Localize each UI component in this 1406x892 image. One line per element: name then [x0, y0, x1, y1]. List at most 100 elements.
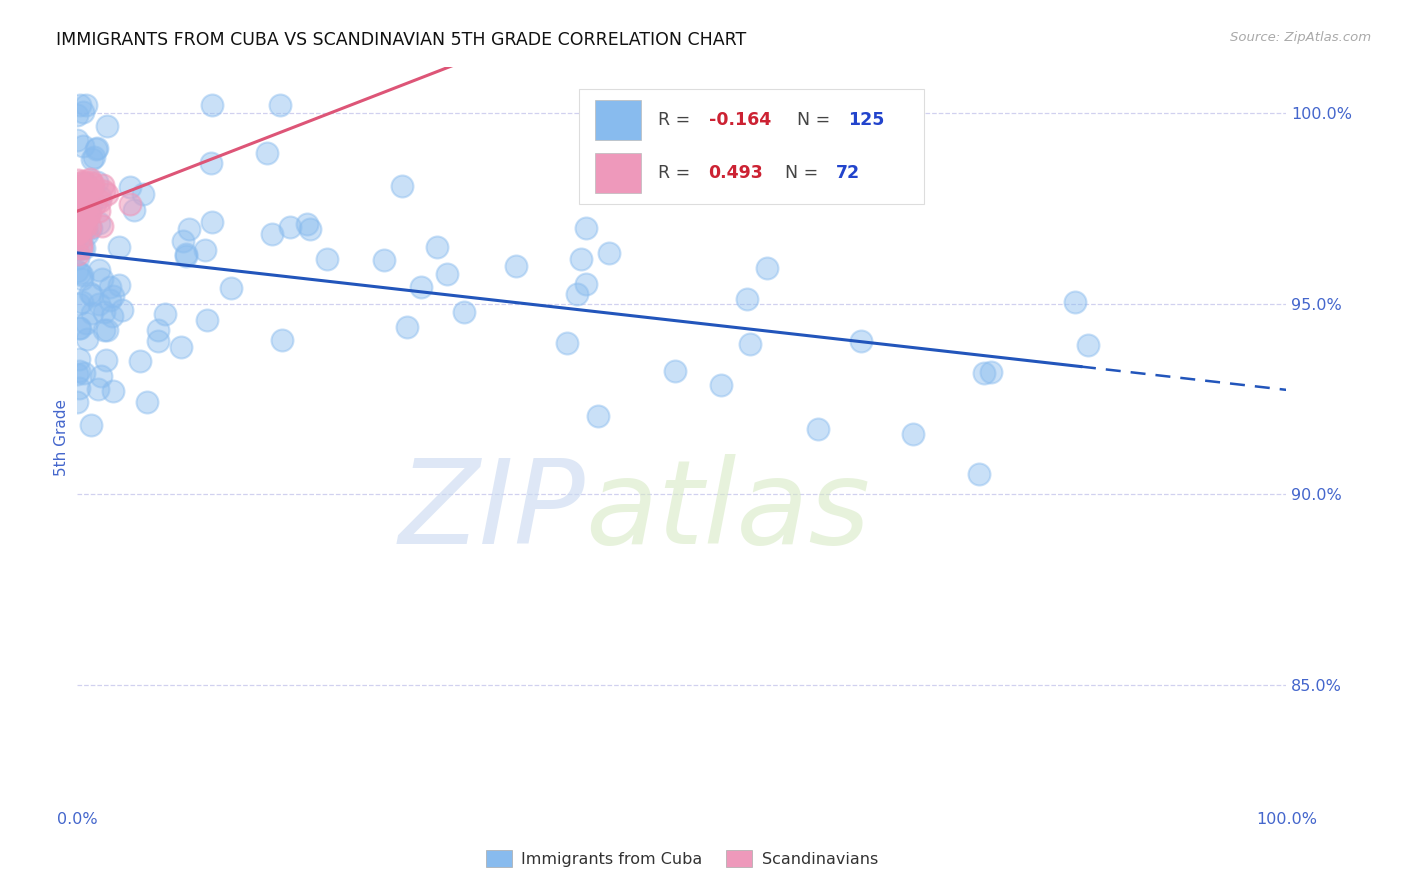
Point: [70, 206, 93, 220]
Point: [70, 241, 93, 255]
Point: [86, 141, 108, 155]
Point: [84, 142, 107, 156]
Point: [555, 335, 578, 350]
Point: [70, 192, 93, 206]
Point: [70, 205, 93, 219]
Point: [70, 190, 93, 204]
Point: [270, 333, 292, 347]
Text: R =: R =: [658, 112, 696, 129]
Point: [69, 214, 91, 228]
Point: [738, 336, 761, 351]
Point: [76, 204, 98, 219]
Point: [67, 216, 90, 230]
Point: [67, 210, 90, 224]
Point: [96, 119, 118, 133]
Point: [80, 287, 103, 301]
Point: [807, 422, 830, 436]
Point: [76, 332, 98, 346]
Point: [316, 252, 339, 266]
Text: ZIP: ZIP: [398, 454, 585, 568]
Point: [73, 366, 96, 380]
Point: [72, 104, 94, 119]
Point: [107, 277, 129, 292]
Point: [1077, 338, 1099, 352]
Point: [83, 196, 105, 211]
Point: [87, 297, 110, 311]
Point: [83, 150, 105, 164]
Point: [219, 281, 242, 295]
Point: [75, 219, 97, 233]
FancyBboxPatch shape: [595, 153, 641, 194]
Point: [70, 236, 93, 251]
Point: [70, 217, 93, 231]
Point: [66, 194, 89, 209]
Point: [66, 226, 89, 240]
Point: [586, 409, 609, 424]
Point: [96, 187, 118, 202]
Point: [849, 334, 872, 348]
Point: [66, 395, 89, 409]
Point: [96, 323, 118, 337]
Point: [67, 296, 90, 310]
Point: [132, 186, 155, 201]
Point: [87, 216, 110, 230]
Point: [89, 194, 111, 208]
Point: [70, 214, 93, 228]
Point: [901, 427, 924, 442]
Point: [201, 215, 224, 229]
Point: [436, 267, 458, 281]
Point: [91, 178, 114, 193]
Point: [66, 203, 89, 218]
Point: [98, 293, 121, 307]
Text: N =: N =: [785, 164, 824, 182]
Point: [66, 193, 89, 207]
Point: [66, 252, 89, 266]
Point: [153, 307, 176, 321]
Point: [67, 223, 90, 237]
Point: [93, 323, 115, 337]
Point: [174, 247, 197, 261]
Point: [91, 272, 114, 286]
Point: [575, 277, 598, 292]
Point: [101, 309, 124, 323]
Point: [108, 240, 131, 254]
Point: [77, 209, 100, 223]
Point: [75, 98, 97, 112]
Point: [969, 467, 991, 481]
Text: Source: ZipAtlas.com: Source: ZipAtlas.com: [1230, 31, 1371, 45]
Point: [79, 182, 101, 196]
Point: [710, 378, 733, 392]
Point: [73, 213, 96, 227]
Point: [269, 98, 291, 112]
Text: -0.164: -0.164: [709, 112, 770, 129]
Point: [73, 241, 96, 255]
Point: [80, 197, 103, 211]
Point: [66, 133, 89, 147]
Text: 125: 125: [848, 112, 884, 129]
Point: [72, 271, 94, 285]
Point: [79, 206, 101, 220]
Point: [278, 220, 301, 235]
Point: [69, 320, 91, 334]
Point: [67, 226, 90, 240]
Text: IMMIGRANTS FROM CUBA VS SCANDINAVIAN 5TH GRADE CORRELATION CHART: IMMIGRANTS FROM CUBA VS SCANDINAVIAN 5TH…: [56, 31, 747, 49]
Point: [67, 185, 90, 199]
Point: [735, 292, 758, 306]
Point: [756, 260, 779, 275]
Point: [72, 195, 94, 210]
Point: [67, 351, 90, 366]
Point: [373, 253, 395, 268]
Point: [66, 190, 89, 204]
Point: [87, 262, 110, 277]
Text: R =: R =: [658, 164, 696, 182]
Point: [75, 221, 97, 235]
Point: [973, 366, 995, 380]
Point: [67, 216, 90, 230]
Point: [67, 211, 90, 226]
Point: [80, 220, 103, 235]
Point: [70, 176, 93, 190]
Point: [69, 241, 91, 255]
Point: [66, 214, 89, 228]
Point: [67, 209, 90, 223]
Point: [80, 175, 103, 189]
